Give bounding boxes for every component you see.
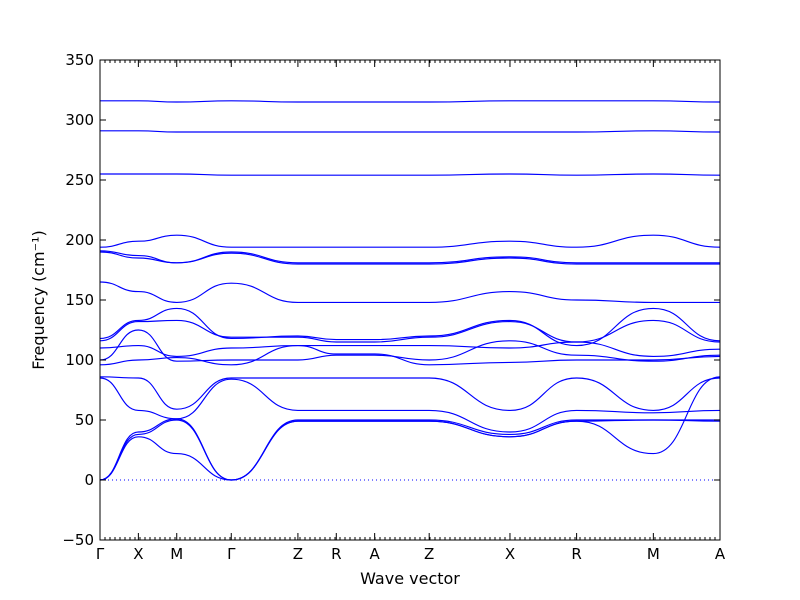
x-tick-label-X: X (505, 545, 515, 563)
phonon-branch-9 (99, 319, 721, 343)
y-tick-label: 250 (65, 171, 94, 189)
y-tick-label: 350 (65, 51, 94, 69)
phonon-branch-1 (99, 100, 721, 103)
y-tick-label: 150 (65, 291, 94, 309)
x-tick-label-M: M (647, 545, 660, 563)
x-tick-label-R: R (571, 545, 581, 563)
x-tick-label-R: R (331, 545, 341, 563)
phonon-branch-4 (99, 234, 721, 248)
y-tick-label: 0 (84, 471, 94, 489)
phonon-branch-11 (99, 329, 721, 362)
x-axis-label: Wave vector (360, 569, 460, 588)
phonon-branch-7 (99, 281, 720, 303)
x-tick-label-A: A (370, 545, 381, 563)
phonon-branch-16 (99, 419, 721, 481)
phonon-branch-10 (99, 341, 721, 357)
phonon-branch-15 (99, 418, 720, 481)
y-tick-label: −50 (62, 531, 94, 549)
phonon-branch-13 (99, 376, 721, 411)
x-tick-label-X: X (133, 545, 143, 563)
x-tick-label-A: A (715, 545, 726, 563)
plot-area (99, 100, 721, 481)
y-tick-label: 200 (65, 231, 94, 249)
phonon-branch-6 (99, 251, 720, 265)
phonon-branch-3 (100, 173, 721, 176)
x-tick-label-Γ: Γ (96, 545, 105, 563)
phonon-branch-14 (99, 377, 721, 433)
x-tick-label-Z: Z (424, 545, 434, 563)
x-tick-label-Z: Z (293, 545, 303, 563)
x-tick-label-M: M (170, 545, 183, 563)
x-tick-label-Γ: Γ (227, 545, 236, 563)
y-tick-label: 100 (65, 351, 94, 369)
phonon-branch-12 (99, 345, 721, 366)
y-axis: −50 0 50 100 150 200 250 300 350 (62, 51, 720, 549)
y-tick-label: 50 (75, 411, 94, 429)
y-tick-label: 300 (65, 111, 94, 129)
phonon-branch-2 (100, 130, 721, 133)
phonon-branch-17 (99, 376, 721, 481)
phonon-branch-8 (99, 307, 721, 347)
plot-frame (99, 59, 721, 541)
y-axis-label: Frequency (cm⁻¹) (29, 230, 48, 369)
